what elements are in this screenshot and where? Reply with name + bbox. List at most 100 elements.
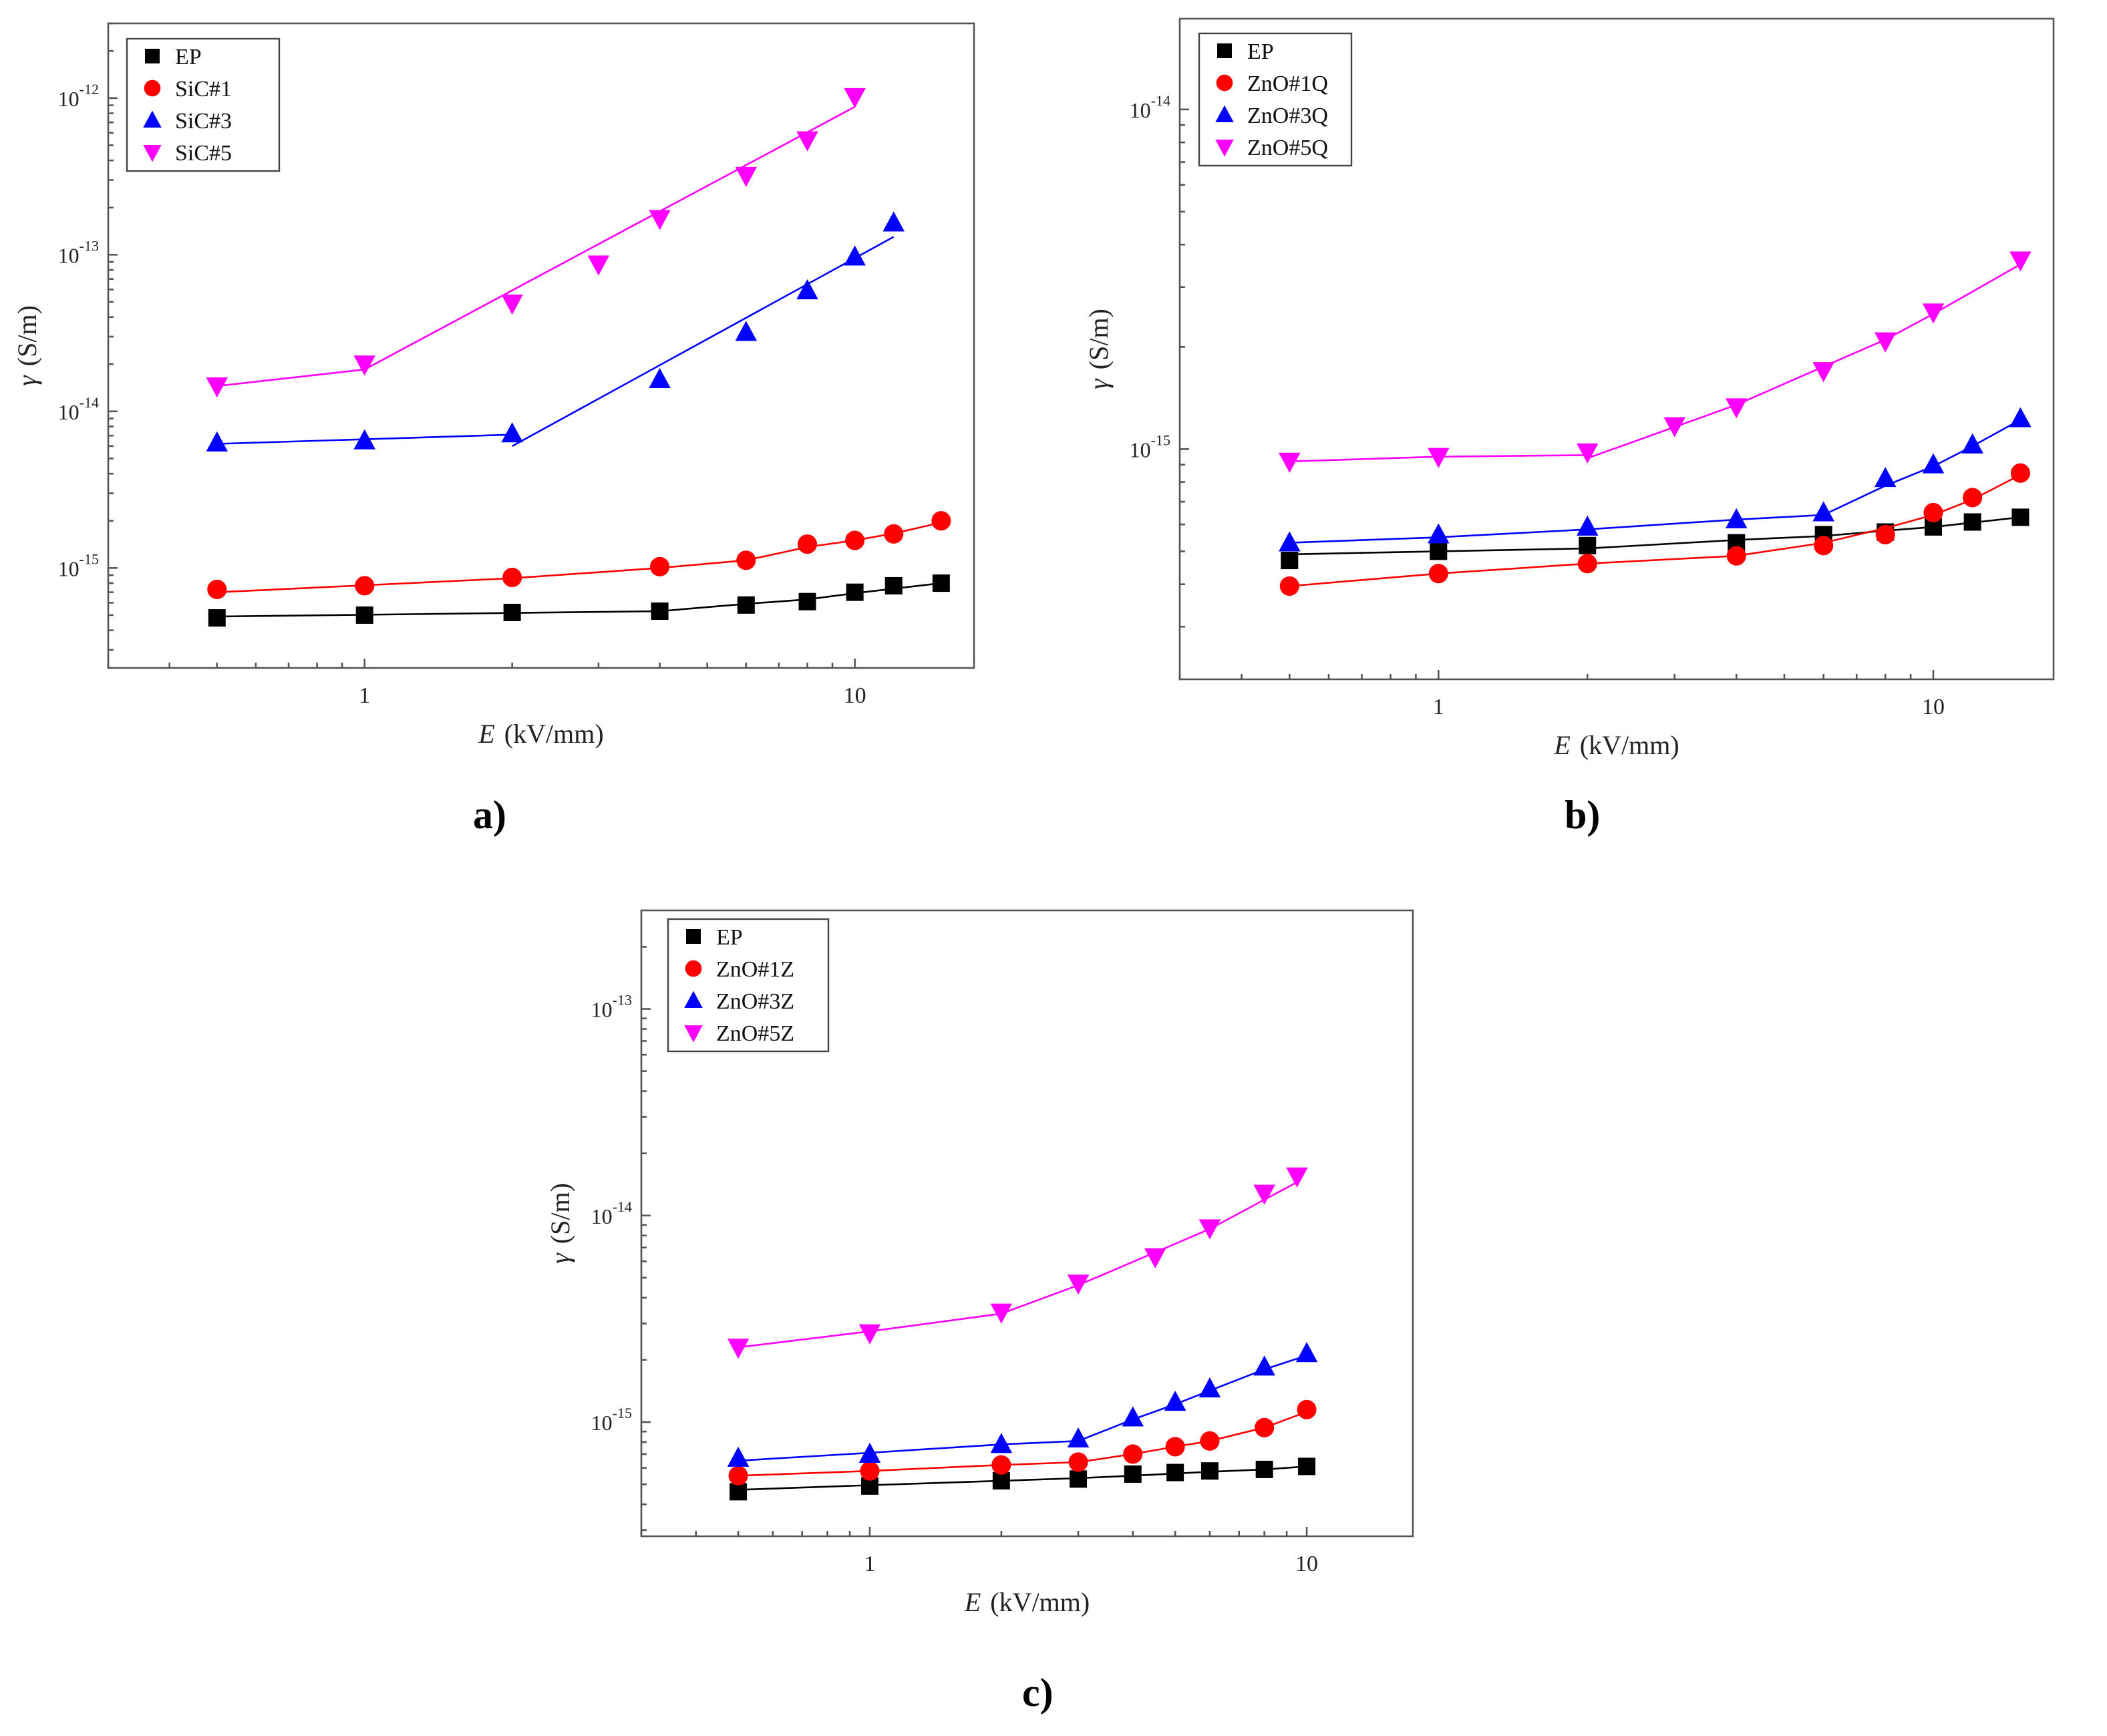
y-axis-variable: γ [545, 1252, 575, 1264]
y-axis-unit: (S/m) [1084, 309, 1114, 369]
data-point [353, 429, 375, 450]
y-tick-label: 10-14 [1130, 92, 1170, 122]
data-point [1874, 467, 1897, 488]
data-point [1200, 1431, 1220, 1451]
data-point [1922, 303, 1945, 324]
series-ZnO#1Z [728, 1399, 1317, 1486]
y-tick-mantissa: 10 [591, 998, 613, 1022]
data-point [207, 579, 227, 599]
legend-marker [684, 1025, 703, 1043]
series-SiC#5 [206, 88, 866, 398]
legend: EP SiC#1 SiC#3 SiC#5 [126, 37, 281, 172]
data-point [353, 355, 375, 376]
data-point [1281, 552, 1299, 570]
y-tick-mantissa: 10 [1130, 438, 1151, 462]
data-point [1874, 332, 1897, 353]
data-point [1166, 1463, 1184, 1482]
y-tick-exponent: -15 [613, 1405, 632, 1421]
y-axis-variable: γ [12, 375, 42, 386]
data-point [991, 1455, 1011, 1475]
data-point [1812, 501, 1834, 522]
data-point [1298, 1457, 1316, 1475]
data-point [1067, 1427, 1090, 1448]
data-point [2010, 463, 2030, 483]
x-axis-label: E (kV/mm) [478, 719, 603, 749]
data-point [1922, 453, 1945, 474]
data-point [882, 211, 905, 232]
series-SiC#1 [207, 511, 951, 599]
y-tick-label: 10-15 [591, 1405, 632, 1435]
fit-line [216, 522, 942, 593]
plot-frame [107, 22, 975, 669]
data-point [858, 1442, 881, 1463]
x-axis-variable: E [1553, 730, 1570, 760]
legend-entry: EP [175, 45, 202, 69]
data-point [1286, 1167, 1308, 1188]
data-point [846, 583, 864, 601]
y-axis-variable: γ [1084, 378, 1114, 389]
series-ZnO#5Z [727, 1167, 1308, 1359]
data-point [2009, 251, 2032, 272]
legend-marker [144, 79, 161, 97]
chart-panel-b: 1 10 10-15 10-14 E (kV/mm) γ(S/m) EP ZnO#1Q ZnO#3… [1069, 0, 2107, 775]
data-point [1963, 513, 1981, 531]
y-tick-exponent: -14 [1151, 92, 1170, 109]
legend-entry: SiC#1 [175, 77, 232, 102]
y-tick-mantissa: 10 [58, 556, 79, 580]
legend: EP ZnO#1Q ZnO#3Q ZnO#5Q [1198, 32, 1353, 167]
y-axis-unit: (S/m) [12, 305, 42, 366]
data-point [1428, 523, 1450, 544]
data-point [1123, 1444, 1143, 1464]
fit-line [738, 1181, 1298, 1349]
plot-frame [1178, 17, 2055, 681]
data-point [1200, 1462, 1219, 1480]
x-tick-label: 1 [864, 1552, 875, 1576]
data-point [2009, 407, 2032, 427]
data-point [355, 576, 375, 596]
data-point [1579, 536, 1597, 554]
data-point [1428, 448, 1450, 468]
y-tick-mantissa: 10 [1130, 98, 1151, 122]
data-point [931, 511, 951, 531]
y-tick-exponent: -15 [1151, 431, 1170, 448]
data-point [2011, 508, 2030, 526]
fit-line [1289, 474, 2021, 587]
x-axis-variable: E [964, 1587, 981, 1617]
y-tick-label: 10-15 [1130, 431, 1170, 462]
data-point [735, 166, 758, 187]
data-point [796, 131, 818, 152]
panel-label-b: b) [1565, 793, 1601, 837]
y-axis-label: γ (S/m) [12, 305, 42, 386]
data-point [1726, 546, 1746, 566]
y-tick-mantissa: 10 [591, 1204, 613, 1228]
data-point [730, 1483, 748, 1501]
x-axis-unit: (kV/mm) [1580, 730, 1679, 760]
data-point [992, 1471, 1010, 1490]
data-point [1725, 398, 1748, 419]
data-point [1253, 1184, 1275, 1205]
data-point [1577, 554, 1597, 574]
legend-marker [143, 145, 162, 162]
legend-marker [143, 110, 162, 128]
data-point [932, 574, 950, 592]
data-point [1725, 508, 1748, 528]
data-point [844, 88, 866, 108]
y-tick-mantissa: 10 [591, 1411, 613, 1435]
data-point [355, 606, 373, 624]
legend-entry: ZnO#5Q [1247, 136, 1328, 160]
legend-entry: SiC#5 [175, 141, 232, 166]
data-point [650, 556, 670, 576]
y-tick-label: 10-14 [591, 1198, 632, 1228]
data-point [587, 255, 610, 276]
fit-line [216, 582, 942, 618]
data-point [1198, 1377, 1221, 1398]
legend-marker [684, 991, 703, 1008]
fit-line [738, 1465, 1307, 1491]
data-point [1577, 443, 1599, 464]
legend-entry: EP [716, 925, 743, 950]
data-point [736, 550, 756, 570]
panel-label-a: a) [473, 793, 506, 837]
